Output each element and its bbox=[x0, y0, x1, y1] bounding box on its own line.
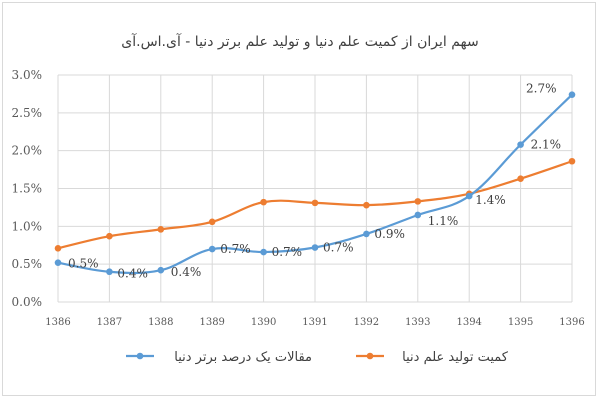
y-tick-label: 2.0% bbox=[12, 144, 43, 158]
data-point bbox=[208, 245, 216, 253]
x-tick-label: 1390 bbox=[251, 317, 276, 328]
grid-lines bbox=[57, 74, 573, 303]
x-tick-label: 1387 bbox=[97, 317, 122, 328]
x-tick-label: 1388 bbox=[148, 317, 173, 328]
data-point bbox=[568, 157, 576, 165]
series-layer bbox=[54, 91, 576, 276]
x-tick-label: 1396 bbox=[559, 317, 584, 328]
legend-label: کمیت تولید علم دنیا bbox=[402, 350, 509, 365]
legend-marker bbox=[366, 352, 374, 360]
y-tick-label: 0.0% bbox=[12, 295, 43, 309]
y-tick-label: 1.0% bbox=[12, 219, 43, 233]
data-point bbox=[157, 226, 165, 233]
data-point bbox=[208, 218, 216, 226]
data-labels: 0.5% 0.4% 0.4% 0.7% 0.7% 0.7% 0.9% 1.1% 1.4% 2.1%… bbox=[68, 82, 561, 281]
data-label: 2.1% bbox=[531, 138, 562, 152]
data-label: 0.4% bbox=[117, 267, 147, 281]
axes: 0.0% 0.5% 1.0% 1.5% 2.0% 2.5% 3.0% 1386 1387 1388… bbox=[12, 68, 585, 328]
y-tick-label: 2.5% bbox=[12, 106, 43, 120]
y-tick-label: 1.5% bbox=[12, 182, 43, 196]
data-point bbox=[414, 198, 422, 205]
legend-label: مقالات یک درصد برتر دنیا bbox=[174, 350, 312, 365]
data-label: 0.7% bbox=[220, 242, 251, 256]
x-tick-label: 1394 bbox=[456, 317, 481, 328]
data-point bbox=[54, 244, 62, 252]
y-tick-label: 0.5% bbox=[12, 257, 43, 271]
x-tick-label: 1395 bbox=[508, 317, 533, 328]
data-label: 0.7% bbox=[272, 245, 303, 259]
data-point bbox=[517, 141, 524, 148]
chart-title: سهم ایران از کمیت علم دنیا و تولید علم ب… bbox=[121, 33, 478, 50]
data-point bbox=[311, 199, 319, 207]
data-point bbox=[517, 175, 524, 182]
data-point bbox=[465, 192, 473, 200]
legend-marker bbox=[136, 352, 144, 360]
data-label: 0.7% bbox=[323, 241, 354, 255]
data-point bbox=[260, 248, 267, 256]
data-point bbox=[106, 268, 113, 276]
data-label: 0.5% bbox=[68, 257, 99, 271]
chart-frame bbox=[2, 2, 596, 396]
data-point bbox=[311, 244, 319, 251]
data-point bbox=[363, 230, 370, 238]
x-tick-label: 1393 bbox=[405, 317, 430, 328]
data-point bbox=[568, 91, 576, 98]
data-label: 0.4% bbox=[171, 265, 202, 279]
data-label: 1.1% bbox=[428, 214, 459, 228]
y-tick-label: 3.0% bbox=[12, 68, 43, 82]
data-point bbox=[363, 201, 370, 209]
x-tick-label: 1386 bbox=[45, 317, 70, 328]
data-point bbox=[157, 266, 165, 274]
data-point bbox=[54, 259, 62, 266]
data-point bbox=[106, 232, 113, 240]
x-tick-label: 1391 bbox=[302, 317, 327, 328]
data-label: 0.9% bbox=[374, 227, 405, 241]
data-point bbox=[260, 198, 267, 206]
legend: مقالات یک درصد برتر دنیا کمیت تولید علم د… bbox=[126, 350, 509, 365]
data-label: 1.4% bbox=[475, 193, 506, 207]
data-label: 2.7% bbox=[526, 82, 557, 96]
x-tick-label: 1392 bbox=[354, 317, 379, 328]
x-tick-label: 1389 bbox=[199, 317, 224, 328]
data-point bbox=[414, 211, 422, 219]
